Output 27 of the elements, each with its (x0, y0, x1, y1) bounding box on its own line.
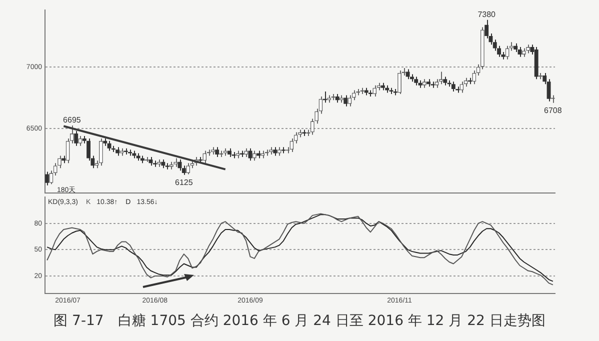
candlestick (49, 170, 54, 185)
candlestick (74, 130, 78, 146)
candlestick (290, 138, 294, 153)
candlestick (202, 150, 207, 164)
candlestick (66, 138, 70, 164)
candlestick (406, 68, 410, 80)
candlestick (344, 94, 348, 107)
annotation: 7380 (478, 10, 496, 19)
candlestick (348, 94, 352, 107)
candlestick (372, 84, 377, 97)
candlestick (484, 19, 489, 39)
caption: 图 7-17 白糖 1705 合约 2016 年 6 月 24 日至 2016 年 12 月 22 日走势图 (52, 312, 546, 330)
annotation: 6708 (544, 106, 562, 115)
candlestick (86, 138, 91, 162)
candlestick (45, 171, 50, 186)
annotation: 6125 (175, 178, 194, 187)
annotation: 6695 (63, 115, 82, 124)
candlestick (78, 135, 82, 146)
candlestick (472, 70, 476, 85)
candlestick (518, 46, 522, 58)
candlestick (439, 71, 443, 85)
candlestick (252, 150, 256, 162)
candlestick (460, 81, 464, 94)
candlestick (107, 140, 112, 152)
candlestick (451, 81, 456, 92)
candlestick (505, 45, 510, 60)
candlestick (215, 146, 220, 158)
